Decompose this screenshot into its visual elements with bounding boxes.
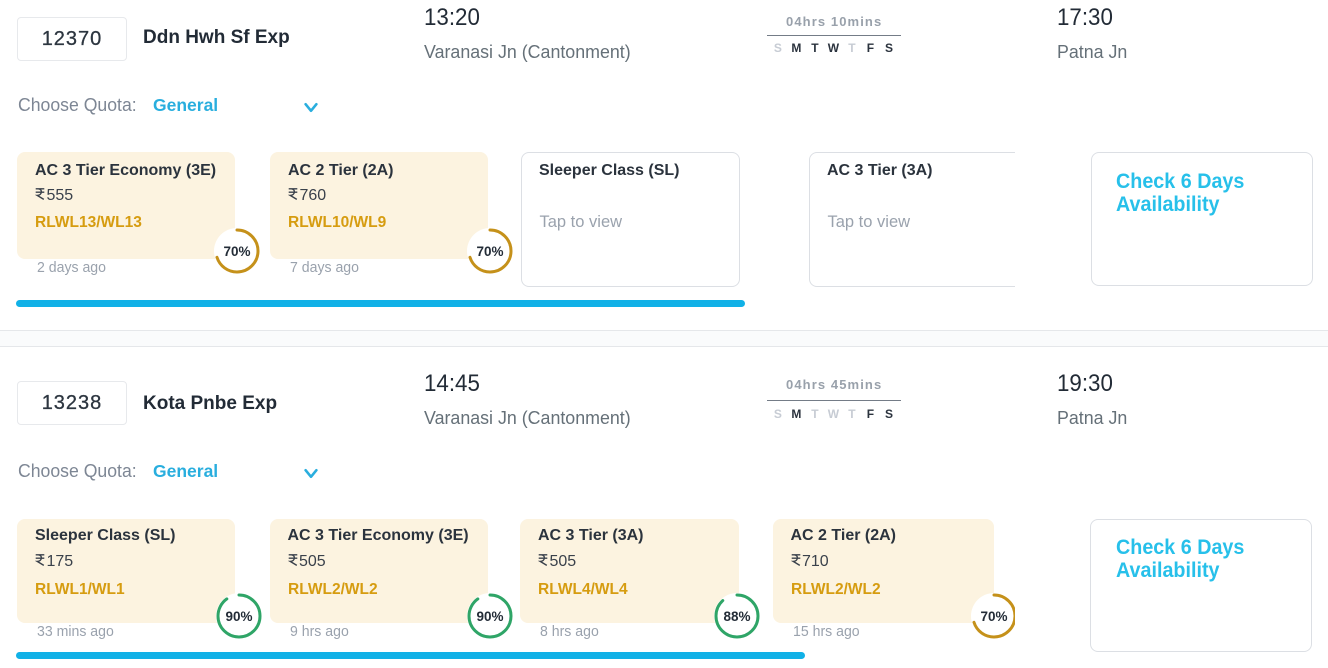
svg-text:70%: 70% [223, 244, 250, 259]
svg-text:90%: 90% [476, 609, 503, 624]
svg-text:70%: 70% [980, 609, 1007, 624]
svg-text:70%: 70% [476, 244, 503, 259]
svg-text:90%: 90% [225, 609, 252, 624]
svg-text:88%: 88% [723, 609, 750, 624]
